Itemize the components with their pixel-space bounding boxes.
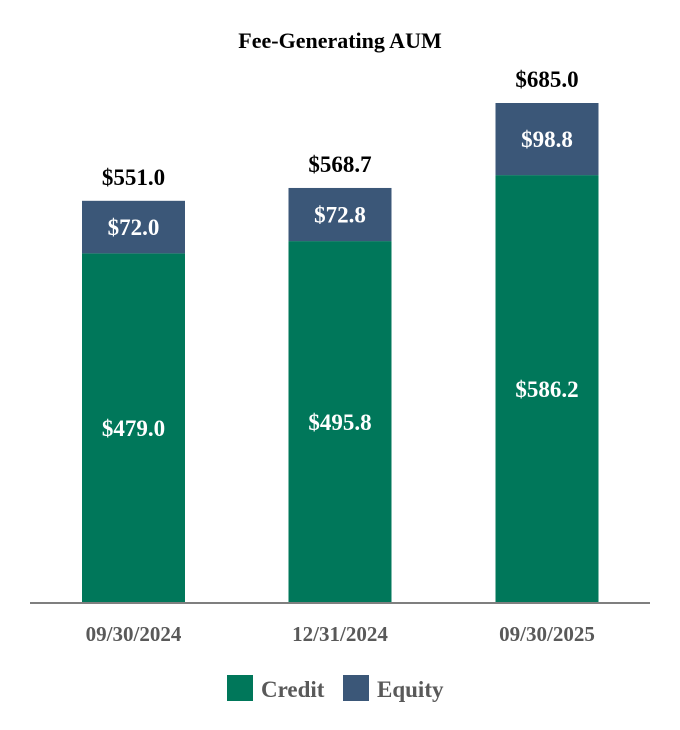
chart-title: Fee-Generating AUM xyxy=(238,28,442,53)
legend-label-credit: Credit xyxy=(261,677,325,702)
bar-equity-2 xyxy=(288,187,392,242)
x-tick-labels: 09/30/2024 12/31/2024 09/30/2025 xyxy=(86,622,595,646)
x-tick-label-2: 12/31/2024 xyxy=(292,622,388,646)
total-label-2: $568.7 xyxy=(308,152,371,177)
bar-label-credit-3: $586.2 xyxy=(515,377,578,402)
bar-label-credit-2: $495.8 xyxy=(308,410,371,435)
x-tick-label-3: 09/30/2025 xyxy=(499,622,595,646)
bar-label-equity-2: $72.8 xyxy=(314,203,366,228)
legend: Credit Equity xyxy=(227,675,444,702)
bar-credit-3 xyxy=(495,175,599,603)
x-tick-label-1: 09/30/2024 xyxy=(86,622,182,646)
legend-label-equity: Equity xyxy=(377,677,444,702)
total-label-1: $551.0 xyxy=(102,165,165,190)
bar-credit-1 xyxy=(82,253,185,603)
bars-group: $479.0 $72.0 $551.0 $495.8 $72.8 $568.7 $586.2… xyxy=(82,67,599,604)
bar-credit-2 xyxy=(288,241,392,604)
bar-label-credit-1: $479.0 xyxy=(102,416,165,441)
total-label-3: $685.0 xyxy=(515,67,578,92)
bar-label-equity-1: $72.0 xyxy=(108,215,160,240)
bar-equity-3 xyxy=(495,103,599,176)
legend-swatch-equity xyxy=(343,675,369,701)
bar-label-equity-3: $98.8 xyxy=(521,127,573,152)
bar-equity-1 xyxy=(82,200,185,254)
legend-swatch-credit xyxy=(227,675,253,701)
